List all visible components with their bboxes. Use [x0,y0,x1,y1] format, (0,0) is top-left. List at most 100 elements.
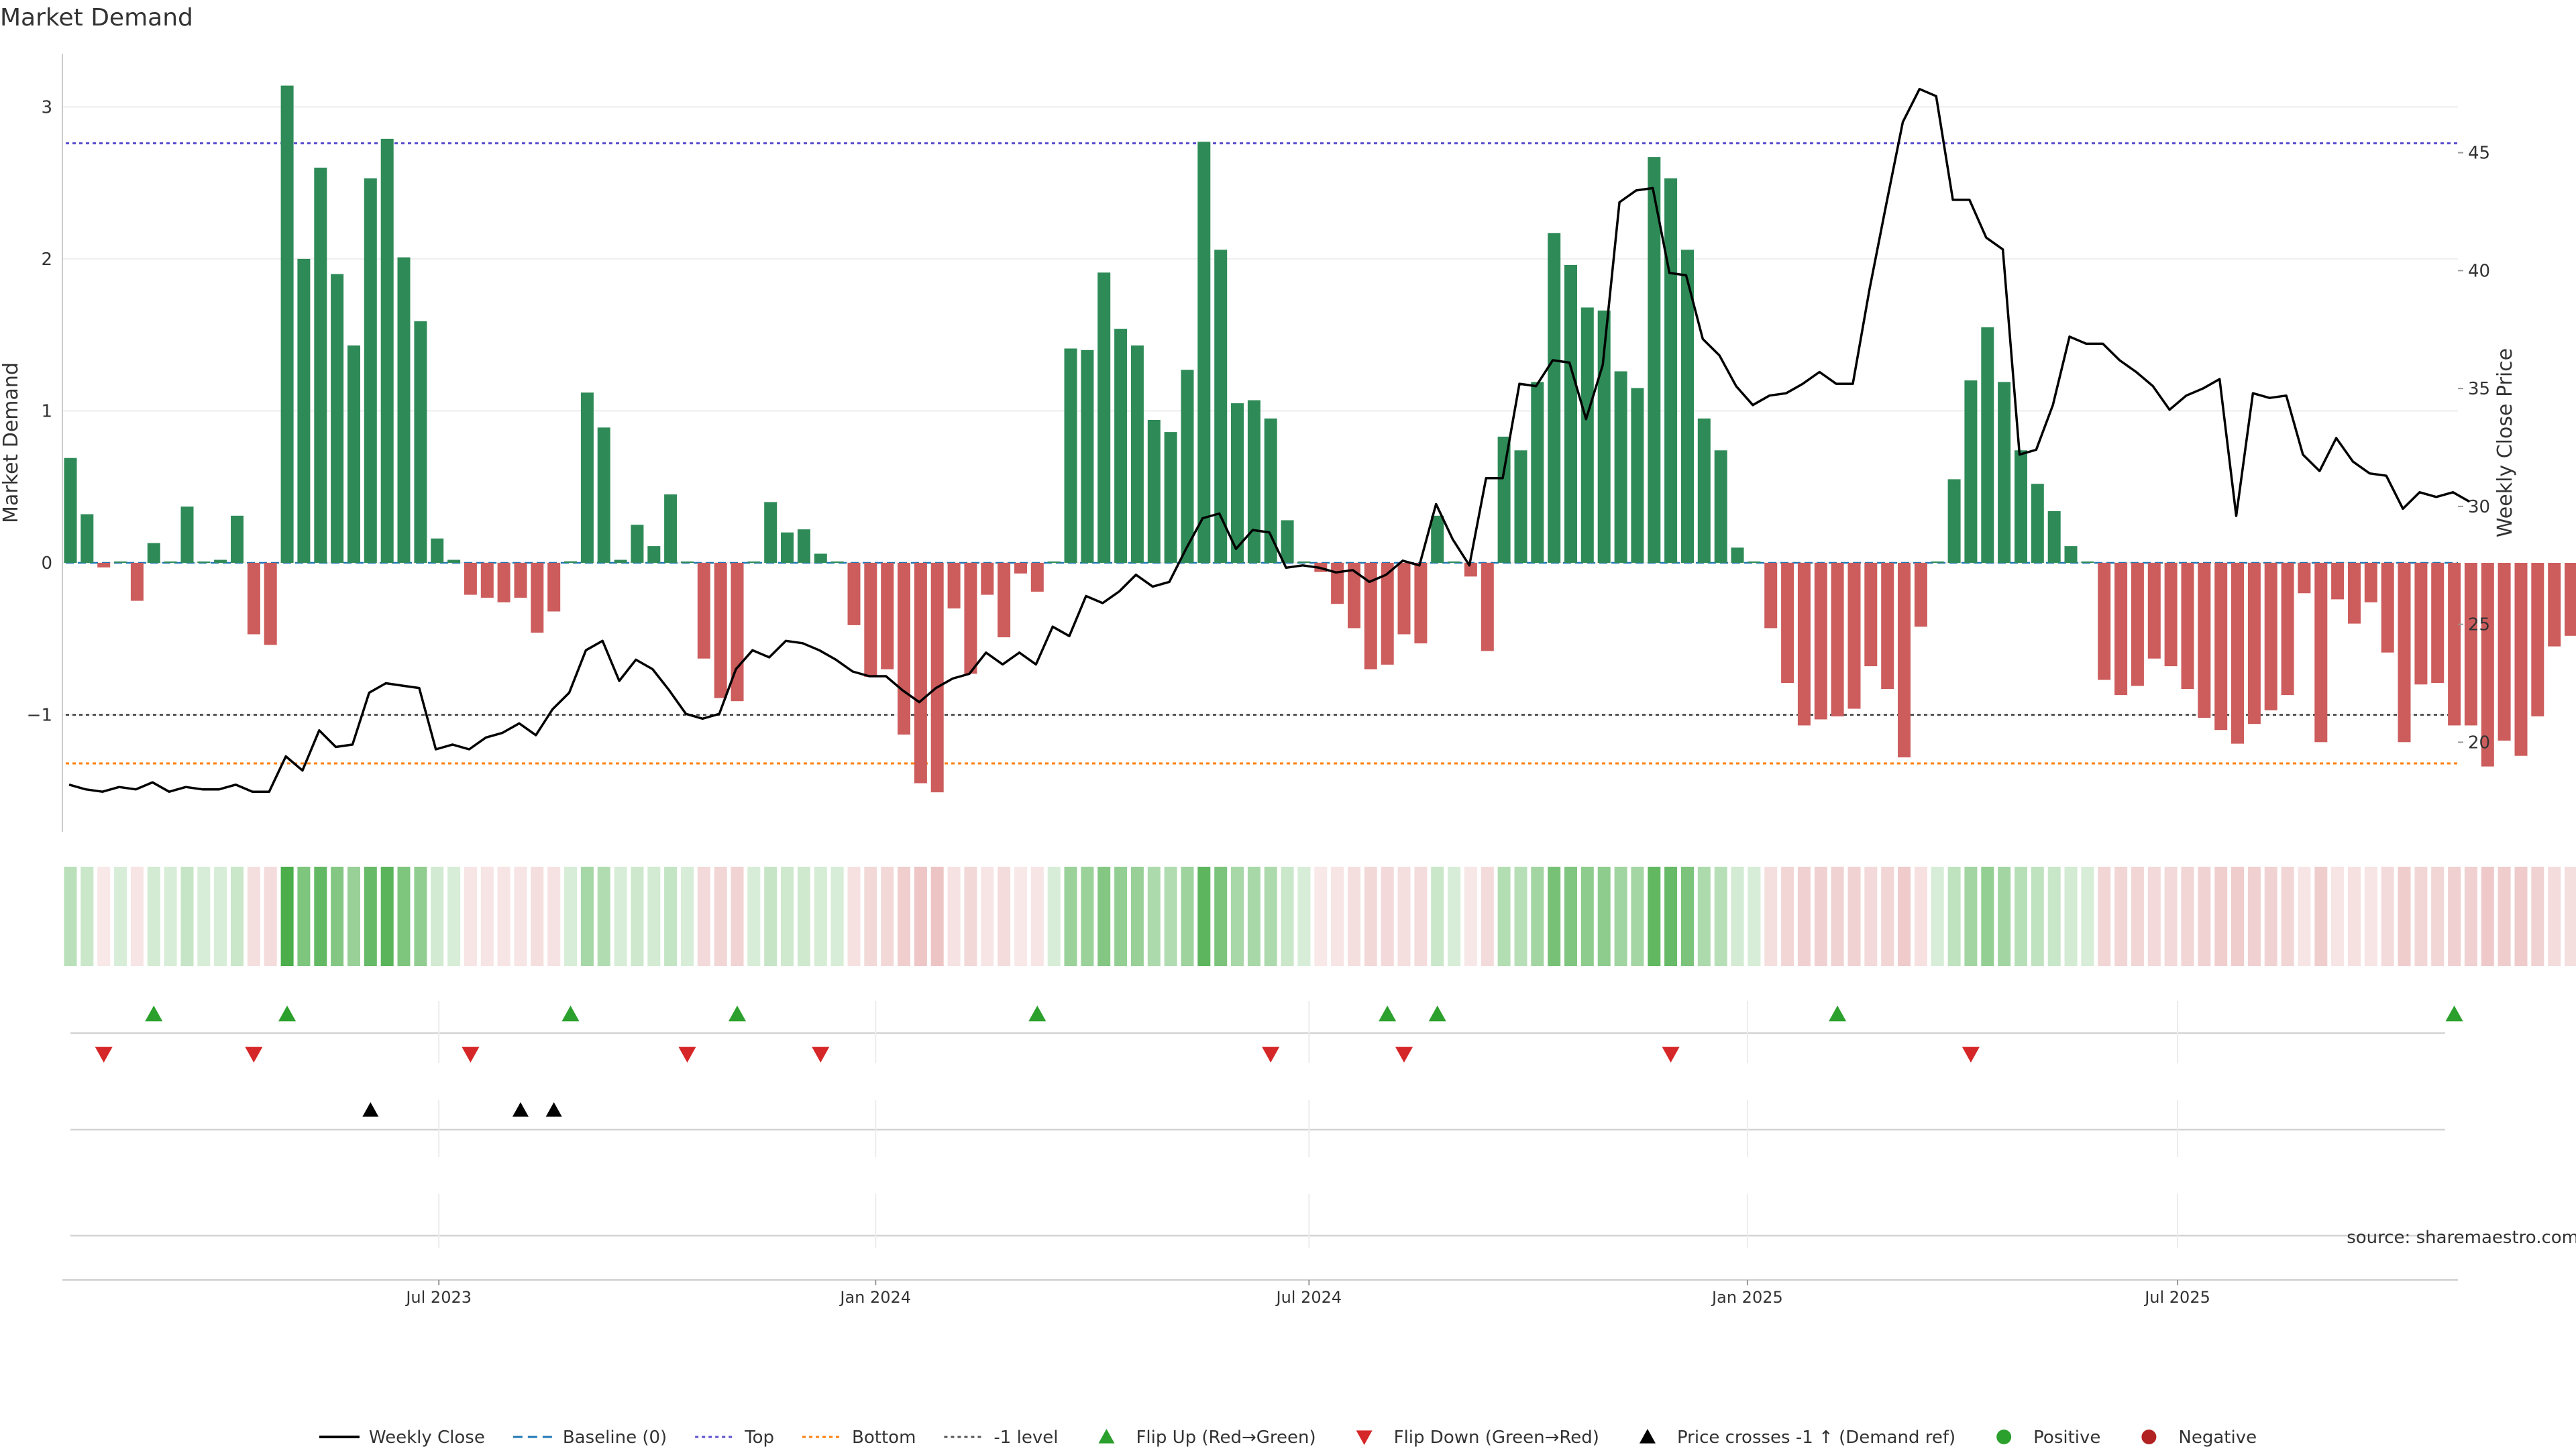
demand-bar-negative [697,563,710,659]
heat-cell-negative [2464,867,2477,966]
demand-bar-negative [2114,563,2128,696]
demand-bar-positive [1664,178,1678,563]
heat-cell-negative [2331,867,2345,966]
heat-cell-positive [1731,867,1744,966]
demand-bar-negative [731,563,744,702]
legend-symbol [1996,1430,2012,1444]
demand-bar-positive [1164,432,1177,563]
source-text: source: sharemaestro.com [2347,1228,2576,1248]
x-axis-ticks: Jul 2023 Jan 2024 Jul 2024 Jan 2025 Jul 2025 [405,1280,2210,1307]
demand-bar-negative [547,563,561,612]
demand-bar-negative [2131,563,2144,686]
heat-cell-positive [1197,867,1211,966]
demand-bar-positive [280,85,294,564]
demand-bar-positive [1047,561,1061,563]
demand-bar-positive [314,167,327,563]
heat-cell-positive [197,867,211,966]
demand-bar-positive [781,532,794,563]
flip-up-marker [145,1006,163,1022]
demand-bar-positive [364,178,377,563]
demand-bar-positive [1181,370,1194,563]
heat-cell-positive [1964,867,1978,966]
demand-bar-positive [197,561,211,563]
heat-cell-negative [898,867,910,966]
y2-tick-label: 45 [2468,144,2490,164]
heat-cell-positive [1097,867,1111,966]
event-lanes [70,1001,2445,1248]
heat-cell-negative [2214,867,2228,966]
heat-cell-positive [414,867,427,966]
heat-cell-negative [247,867,260,966]
legend-triangle-up [1098,1429,1115,1444]
demand-bar-negative [1914,563,1927,627]
heat-cell-positive [2015,867,2027,966]
demand-bar-negative [2098,563,2111,680]
legend-item: Positive [1996,1428,2100,1448]
heat-cell-negative [1797,867,1811,966]
demand-bar-negative [264,563,277,645]
y2-tick-label: 35 [2468,379,2490,399]
demand-bar-negative [2331,563,2345,600]
flip-down-marker [95,1046,113,1063]
heat-cell-negative [697,867,710,966]
legend-circle [2141,1430,2157,1444]
heat-cell-positive [1697,867,1711,966]
demand-bar-positive [1947,479,1961,563]
heat-cell-negative [2514,867,2528,966]
heat-cell-positive [1614,867,1627,966]
legend-item: -1 level [944,1428,1058,1448]
demand-bar-positive [2031,484,2044,563]
demand-bar-negative [1814,563,1827,720]
heat-cell-positive [1947,867,1961,966]
heat-cell-positive [631,867,644,966]
demand-bar-positive [297,258,311,563]
heat-cell-negative [2364,867,2377,966]
demand-bar-positive [747,561,761,563]
heat-cell-positive [1748,867,1761,966]
demand-bar-positive [564,561,577,563]
heat-cell-positive [1580,867,1594,966]
heat-cell-positive [1297,867,1311,966]
y2-tick-label: 30 [2468,497,2490,517]
heat-cell-positive [2064,867,2078,966]
legend: Weekly Close Baseline (0) Top Bottom -1 leve… [319,1428,2257,1448]
y-tick-label: 1 [41,401,52,421]
heat-cell-negative [1914,867,1927,966]
heat-cell-negative [1864,867,1878,966]
heat-cell-positive [614,867,627,966]
demand-bar-positive [397,257,411,563]
heat-cell-positive [347,867,360,966]
demand-bar-positive [231,515,244,563]
y-tick-label: −1 [27,706,52,726]
axes [62,54,2458,1281]
heat-cell-positive [764,867,777,966]
heat-cell-negative [2431,867,2445,966]
demand-bar-positive [447,559,461,563]
legend-label: Positive [2033,1428,2100,1448]
heat-cell-positive [380,867,394,966]
heat-cell-positive [331,867,344,966]
demand-bar-positive [114,561,127,563]
flip-up-marker [1028,1006,1046,1022]
demand-bar-negative [1847,563,1861,709]
demand-bar-negative [1414,563,1428,644]
demand-bar-negative [480,563,494,598]
x-tick-label: Jan 2024 [839,1288,911,1307]
legend-label: Top [744,1428,774,1448]
demand-bar-positive [2015,450,2027,563]
demand-bar-negative [1364,563,1377,669]
demand-bar-positive [580,392,594,563]
heat-cell-negative [1314,867,1328,966]
legend-label: Weekly Close [369,1428,485,1448]
demand-bar-negative [2414,563,2428,685]
legend-triangle-up [1639,1429,1656,1444]
y2-axis-label: Weekly Close Price [2493,348,2517,537]
demand-bar-positive [1564,264,1577,563]
heat-cell-negative [514,867,527,966]
demand-bar-positive [1998,382,2011,563]
flip-up-marker [1829,1006,1847,1022]
demand-bar-positive [2081,561,2094,563]
heat-cell-positive [1631,867,1644,966]
heat-cell-positive [681,867,694,966]
